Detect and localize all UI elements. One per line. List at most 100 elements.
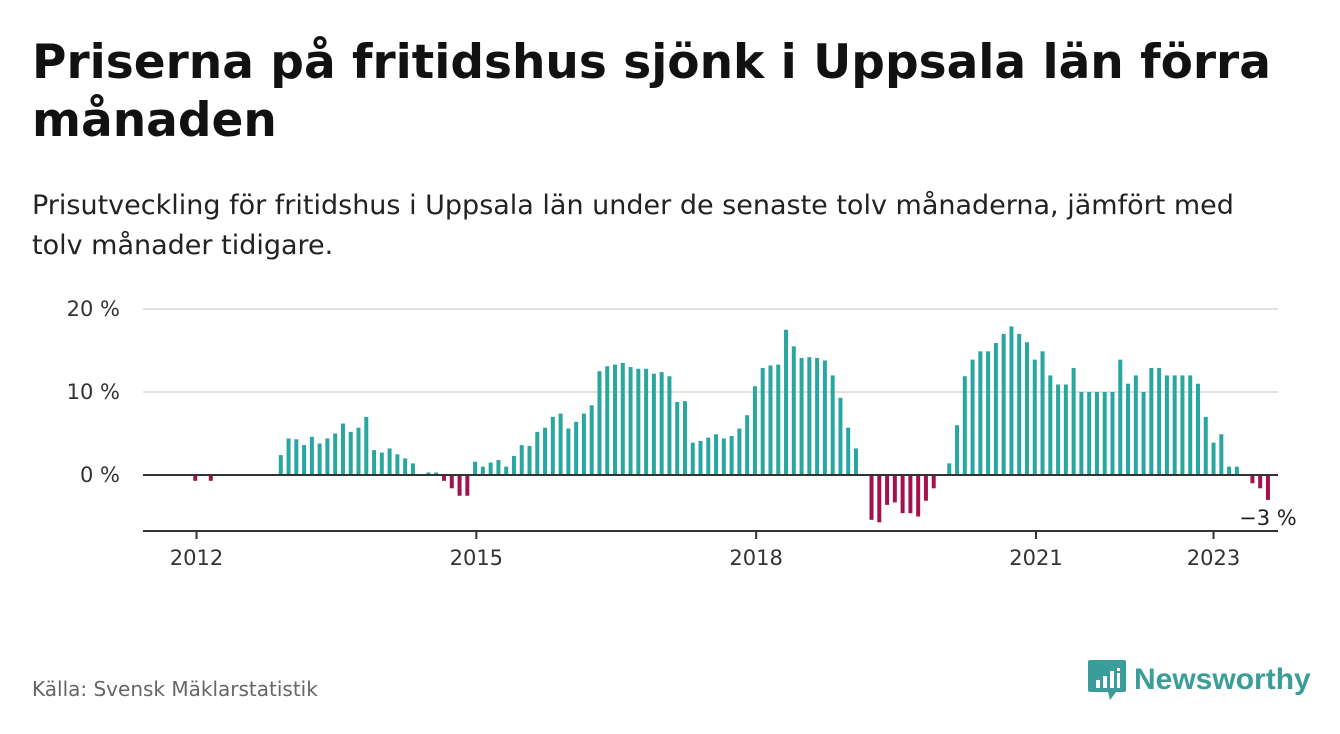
bar: [1009, 326, 1014, 475]
bar: [1102, 392, 1107, 475]
gridlines: [143, 308, 1278, 393]
bar: [294, 439, 299, 475]
bar: [348, 431, 353, 475]
bar: [278, 455, 283, 475]
bar: [1017, 333, 1022, 475]
bar: [807, 357, 812, 475]
bar: [434, 472, 439, 475]
bar: [1141, 392, 1146, 475]
bar: [955, 425, 960, 475]
brand-name: Newsworthy: [1134, 663, 1311, 696]
bar: [644, 368, 649, 475]
bar: [1110, 392, 1115, 475]
source-note: Källa: Svensk Mäklarstatistik: [32, 677, 318, 701]
bar: [1048, 375, 1053, 475]
bar: [1172, 375, 1177, 475]
bar: [519, 445, 524, 475]
annotation-background: [1233, 506, 1302, 528]
bar: [364, 416, 369, 475]
bar: [1188, 375, 1193, 475]
bar: [403, 458, 408, 475]
x-tick-label: 2012: [170, 546, 223, 570]
bar: [1211, 442, 1216, 475]
bar: [853, 448, 858, 475]
brand-logo[interactable]: Newsworthy: [1088, 660, 1311, 700]
y-tick-label: 20 %: [67, 297, 120, 321]
bar: [651, 373, 656, 475]
bar: [791, 346, 796, 475]
bar: [535, 431, 540, 475]
chart-subtitle: Prisutveckling för fritidshus i Uppsala …: [32, 190, 1234, 261]
bar: [1032, 359, 1037, 475]
bar: [473, 461, 478, 475]
bar: [993, 343, 998, 475]
bar: [1126, 383, 1131, 475]
bar: [511, 455, 516, 475]
bar: [745, 415, 750, 475]
bar: [488, 462, 493, 475]
bar: [667, 376, 672, 475]
bar: [682, 401, 687, 475]
bar: [1180, 375, 1185, 475]
bar: [1149, 367, 1154, 475]
bar: [325, 438, 330, 475]
bar: [1203, 416, 1208, 475]
bar: [504, 466, 509, 475]
bar: [1227, 466, 1232, 475]
bar: [286, 438, 291, 475]
bar: [1094, 392, 1099, 475]
bar: [900, 475, 905, 514]
bar: [1133, 375, 1138, 475]
bar: [978, 351, 983, 475]
bar: [574, 421, 579, 475]
bar: [923, 475, 928, 501]
bar: [465, 475, 470, 496]
bar: [333, 433, 338, 475]
bar: [410, 463, 415, 475]
bar: [550, 416, 555, 475]
bar: [1258, 475, 1263, 489]
bar: [784, 329, 789, 475]
bar: [838, 397, 843, 475]
bar: [372, 450, 377, 475]
bar: [566, 428, 571, 475]
bar: [480, 466, 485, 475]
bar-chart: 0 % 10 % 20 % 2012 2015 2018 2021 2023 −3 %: [67, 297, 1302, 570]
bar: [1071, 367, 1076, 475]
bar: [970, 359, 975, 475]
bar: [1063, 384, 1068, 475]
bar: [822, 360, 827, 475]
bar: [931, 475, 936, 489]
bar: [830, 375, 835, 475]
bar: [1164, 375, 1169, 475]
bar: [659, 372, 664, 475]
bar: [1250, 475, 1255, 484]
bar: [527, 445, 532, 475]
bar: [706, 437, 711, 475]
bar: [379, 452, 384, 475]
bar: [690, 442, 695, 475]
bar: [1001, 333, 1006, 475]
x-tick-label: 2023: [1187, 546, 1240, 570]
bar: [496, 460, 501, 475]
bar: [752, 386, 757, 475]
newsworthy-chart-logo-icon: [1088, 660, 1126, 700]
bar: [1265, 475, 1270, 500]
bar: [356, 427, 361, 475]
bar: [675, 401, 680, 475]
bar: [597, 371, 602, 475]
bar: [947, 463, 952, 475]
bar: [193, 475, 198, 481]
chart-title: Priserna på fritidshus sjönk i Uppsala l…: [32, 35, 1271, 148]
x-tick-label: 2018: [729, 546, 782, 570]
bar: [846, 427, 851, 475]
bar: [1056, 384, 1061, 475]
bar: [340, 423, 345, 475]
x-tick-label: 2015: [450, 546, 503, 570]
bar: [426, 472, 431, 475]
x-tick-label: 2021: [1009, 546, 1062, 570]
bar: [799, 357, 804, 475]
bar: [543, 427, 548, 475]
bar: [916, 475, 921, 517]
bar: [581, 413, 586, 475]
